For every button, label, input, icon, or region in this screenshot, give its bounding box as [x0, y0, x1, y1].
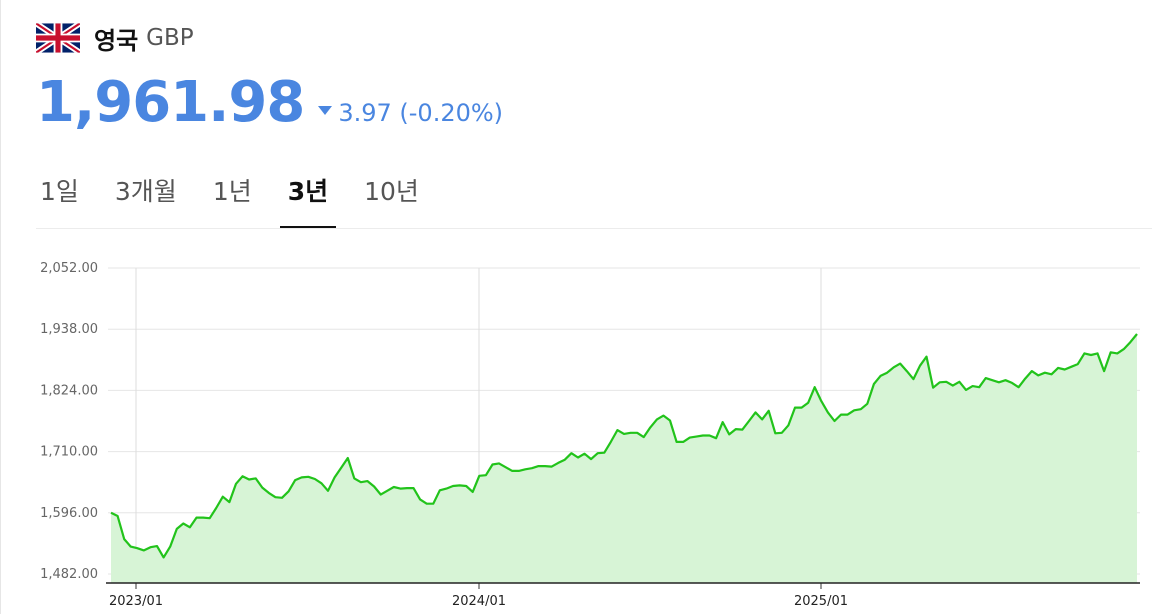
price-row: 1,961.98 3.97 (-0.20%) [36, 70, 503, 136]
y-tick-label: 2,052.00 [40, 261, 98, 276]
y-tick-label: 1,710.00 [40, 445, 98, 460]
x-tick-label: 2024/01 [452, 594, 506, 609]
price-change: 3.97 (-0.20%) [338, 99, 504, 127]
y-tick-label: 1,824.00 [40, 383, 98, 398]
current-price: 1,961.98 [36, 70, 305, 135]
currency-code: GBP [146, 25, 194, 51]
tab-divider [36, 228, 1152, 229]
tab-3-years[interactable]: 3년 [279, 166, 337, 228]
x-tick-label: 2023/01 [109, 594, 163, 609]
tab-3-months[interactable]: 3개월 [114, 177, 177, 206]
y-tick-label: 1,938.00 [40, 322, 98, 337]
triangle-down-icon [318, 106, 333, 115]
series-line [110, 333, 1138, 559]
tab-1-year[interactable]: 1년 [212, 177, 252, 206]
uk-flag-icon [36, 23, 80, 53]
x-tick-label: 2025/01 [794, 594, 848, 609]
period-tabs: 1일 3개월 1년 3년 10년 [36, 166, 451, 228]
price-chart: 2,052.00 1,938.00 1,824.00 1,710.00 1,596.00… [40, 261, 1140, 609]
y-tick-label: 1,482.00 [40, 567, 98, 582]
header: 영국 GBP [36, 18, 194, 58]
y-tick-label: 1,596.00 [40, 506, 98, 521]
panel-border [0, 0, 1, 614]
country-name: 영국 [94, 26, 139, 55]
series-area [111, 334, 1137, 583]
tab-1-day[interactable]: 1일 [40, 177, 79, 206]
tab-10-years[interactable]: 10년 [364, 177, 419, 206]
